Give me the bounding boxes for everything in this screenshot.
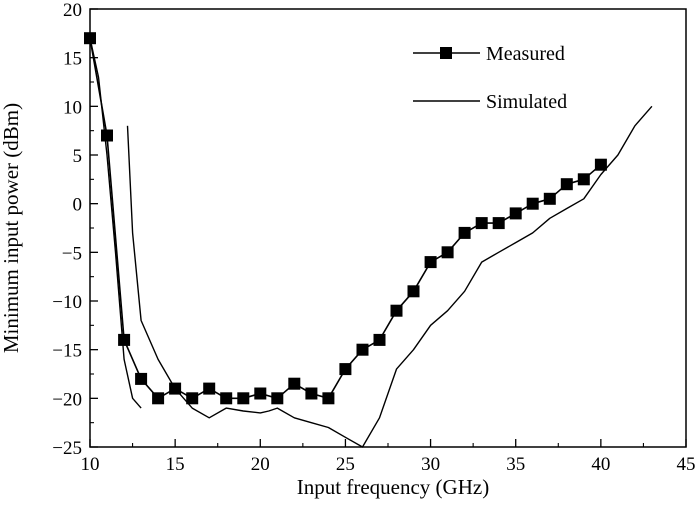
y-tick-label: 5	[73, 146, 83, 167]
series-layer	[84, 32, 653, 448]
y-tick-label: −25	[52, 438, 82, 459]
measured-point	[509, 207, 522, 220]
simulated-line	[126, 105, 653, 448]
x-tick-label: 35	[506, 454, 525, 475]
measured-point	[458, 226, 471, 239]
measured-point	[305, 387, 318, 400]
y-axis-title: Minimum input power (dBm)	[0, 103, 23, 353]
measured-point	[356, 343, 369, 356]
series-measured	[84, 32, 607, 405]
measured-point	[288, 377, 301, 390]
measured-point	[322, 392, 335, 405]
measured-point	[373, 333, 386, 346]
measured-point	[118, 333, 131, 346]
y-tick-label: −10	[52, 292, 82, 313]
measured-point	[203, 382, 216, 395]
simulated-line	[89, 38, 142, 409]
measured-point	[441, 246, 454, 259]
measured-point	[560, 178, 573, 191]
legend: Measured Simulated	[413, 43, 567, 113]
measured-point	[492, 217, 505, 230]
measured-point	[526, 197, 539, 210]
measured-point	[594, 158, 607, 171]
legend-measured-marker	[440, 47, 452, 59]
x-tick-label: 25	[336, 454, 355, 475]
x-tick-label: 20	[251, 454, 270, 475]
measured-point	[186, 392, 199, 405]
measured-point	[237, 392, 250, 405]
x-axis-title: Input frequency (GHz)	[297, 475, 489, 499]
x-tick-label: 30	[421, 454, 440, 475]
measured-point	[101, 129, 113, 142]
series-simulated	[89, 38, 653, 448]
measured-point	[152, 392, 165, 405]
measured-point	[390, 304, 403, 317]
y-tick-label: −15	[52, 341, 82, 362]
measured-point	[577, 173, 590, 186]
legend-measured-label: Measured	[486, 43, 565, 65]
measured-point	[220, 392, 233, 405]
plot-frame	[89, 8, 687, 448]
y-tick-label: −5	[62, 243, 82, 264]
x-tick-label: 15	[166, 454, 185, 475]
measured-point	[254, 387, 267, 400]
tick-labels: 10 15 20 25 30 35 40 45 −25 −20 −15 −10 −5 0 5 10 15 20	[52, 0, 695, 475]
x-tick-label: 45	[677, 454, 696, 475]
measured-point	[543, 192, 556, 205]
x-tick-label: 10	[81, 454, 100, 475]
measured-point	[475, 217, 488, 230]
legend-simulated-label: Simulated	[486, 91, 567, 113]
y-tick-label: 20	[63, 0, 82, 21]
measured-point	[407, 285, 420, 298]
y-tick-label: 0	[73, 195, 83, 216]
measured-point	[271, 392, 284, 405]
x-tick-label: 40	[591, 454, 610, 475]
y-tick-label: −20	[52, 389, 82, 410]
measured-point	[135, 372, 148, 385]
y-tick-label: 10	[63, 97, 82, 118]
measured-point	[339, 363, 352, 376]
measured-point	[424, 256, 437, 269]
y-tick-label: 15	[63, 49, 82, 70]
axis-ticks	[89, 8, 687, 448]
